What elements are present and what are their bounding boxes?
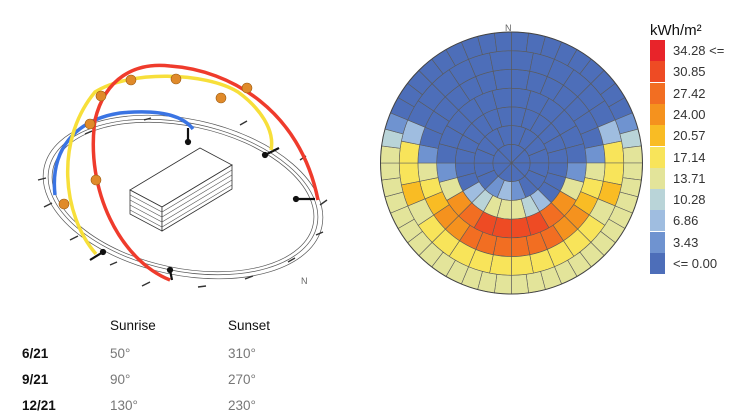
legend-label: 13.71: [673, 170, 706, 186]
row-sunrise: 50°: [110, 346, 131, 361]
legend-label: 20.57: [673, 128, 706, 144]
legend-label: 34.28 <=: [673, 43, 725, 58]
row-sunrise: 130°: [110, 398, 138, 413]
sky-dome-outline: [380, 31, 643, 295]
legend-swatch: [650, 125, 665, 147]
row-date: 6/21: [22, 346, 49, 361]
legend-swatch: [650, 210, 665, 232]
column-header-sunset: Sunset: [228, 318, 271, 333]
column-header-sunrise: Sunrise: [110, 318, 156, 333]
september-sun-path: [66, 74, 274, 256]
sky-dome-cell: [602, 140, 625, 164]
legend-entry: 30.85: [650, 61, 743, 83]
legend-swatch: [650, 231, 665, 253]
sky-dome-cell: [380, 145, 401, 164]
legend-entry: 27.42: [650, 82, 743, 104]
legend-label: 10.28: [673, 192, 706, 208]
row-sunrise: 90°: [110, 372, 131, 387]
legend-entry: 20.57: [650, 125, 743, 147]
legend-label: 30.85: [673, 64, 706, 80]
sky-dome-cell: [622, 162, 643, 181]
row-date: 9/21: [22, 372, 49, 387]
legend-swatch: [650, 253, 665, 274]
sky-dome-cell: [494, 31, 512, 53]
sky-dome-cell: [398, 162, 421, 186]
legend-swatch: [650, 40, 665, 61]
row-date: 12/21: [22, 398, 56, 413]
legend-swatch: [650, 189, 665, 211]
legend-entry: 10.28: [650, 189, 743, 211]
legend-entry: 24.00: [650, 103, 743, 125]
sunrise-sunset-table: Sunrise Sunset 6/21 50° 310° 9/21 90° 27…: [22, 318, 342, 418]
sky-dome-cells: [380, 31, 643, 295]
sky-dome-radiation-map: N: [380, 23, 643, 295]
row-sunset: 310°: [228, 346, 256, 361]
sun-position-markers-black: [89, 128, 315, 281]
sun-position-dots: [58, 73, 253, 210]
legend-label: 27.42: [673, 85, 706, 101]
sky-dome-cell: [380, 162, 401, 181]
legend-label: <= 0.00: [673, 256, 718, 271]
compass-tick-marks: [37, 117, 328, 288]
december-sun-path: [52, 110, 195, 196]
legend-label: 3.43: [673, 234, 699, 250]
legend-entry: 13.71: [650, 167, 743, 189]
legend-label: 17.14: [673, 149, 706, 165]
row-sunset: 230°: [228, 398, 256, 413]
legend-swatch: [650, 167, 665, 189]
sunpath-north-label: N: [301, 276, 308, 286]
sky-dome-cell: [511, 254, 534, 276]
sun-path-diagram: N: [37, 63, 328, 288]
building-block: [129, 147, 233, 232]
legend-entry: 17.14: [650, 146, 743, 168]
legend-label: 24.00: [673, 106, 706, 122]
sky-dome-cell: [511, 273, 529, 295]
june-sun-path: [91, 63, 320, 282]
legend-entry: 34.28 <=: [650, 40, 743, 61]
legend-swatch: [650, 82, 665, 104]
legend-label: 6.86: [673, 213, 699, 229]
legend-swatch: [650, 103, 665, 125]
sky-dome-cell: [622, 145, 643, 164]
sky-dome-cell: [511, 31, 529, 53]
sky-dome-cell: [489, 50, 512, 72]
legend-swatch: [650, 61, 665, 83]
legend-entry: <= 0.00: [650, 253, 743, 274]
row-sunset: 270°: [228, 372, 256, 387]
legend-title: kWh/m²: [650, 22, 702, 39]
sky-dome-cell: [494, 273, 512, 295]
legend-entry: 3.43: [650, 231, 743, 253]
legend-entry: 6.86: [650, 210, 743, 232]
legend-swatch: [650, 146, 665, 168]
skydome-north-label: N: [505, 23, 512, 33]
